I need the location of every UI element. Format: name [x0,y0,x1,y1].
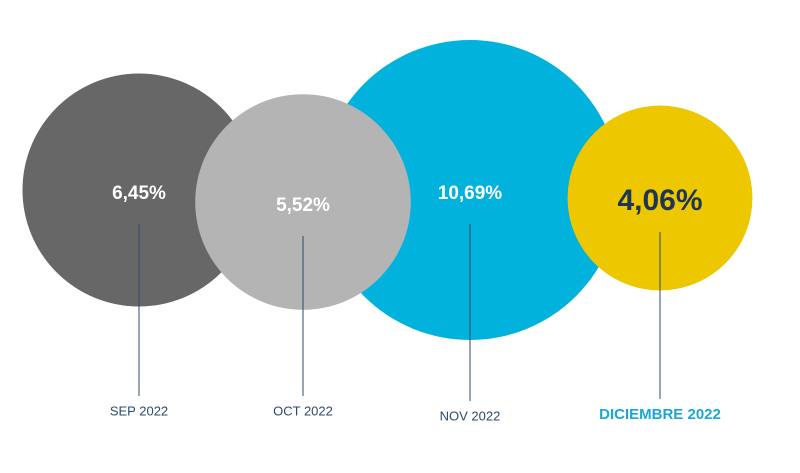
category-label: DICIEMBRE 2022 [599,406,721,423]
bubble [320,40,620,340]
bubble [195,94,411,310]
category-label: SEP 2022 [110,403,168,418]
value-label: 4,06% [617,184,702,217]
value-label: 10,69% [438,183,503,204]
bubble [22,73,256,307]
category-label: OCT 2022 [273,403,333,418]
value-label: 5,52% [276,195,330,216]
value-label: 6,45% [112,183,166,204]
bubble [567,105,753,291]
category-label: NOV 2022 [440,408,501,423]
